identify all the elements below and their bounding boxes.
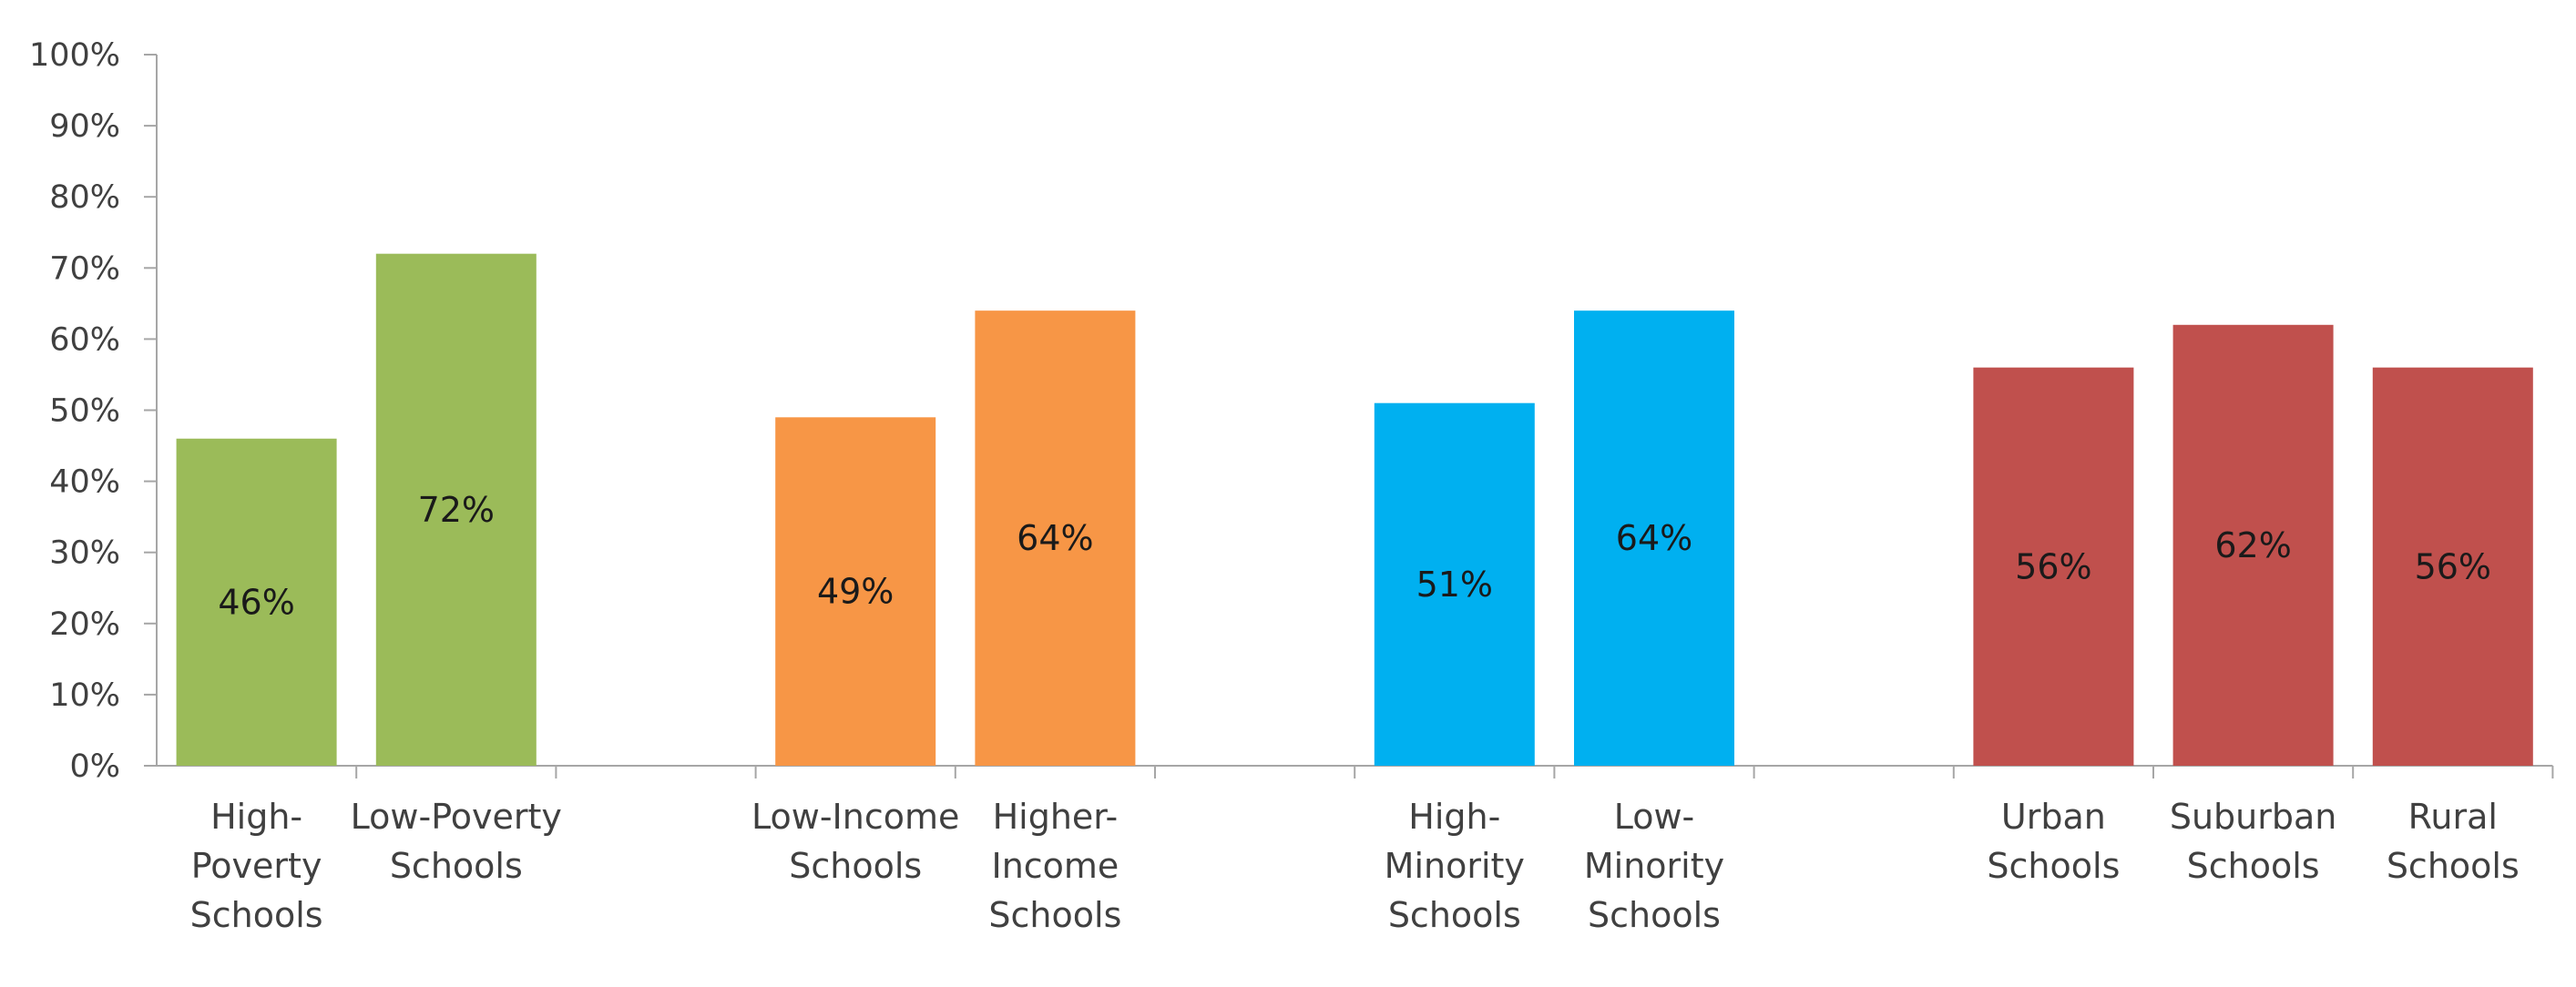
category-label: Low-Minority Schools bbox=[1584, 797, 1724, 935]
data-label: 64% bbox=[1017, 518, 1093, 558]
data-label: 49% bbox=[817, 572, 894, 612]
bar bbox=[2172, 324, 2334, 766]
y-tick-label: 0% bbox=[69, 748, 120, 785]
category-label: High-Poverty Schools bbox=[190, 797, 323, 935]
category-label: Rural Schools bbox=[2387, 797, 2520, 886]
data-label: 62% bbox=[2214, 525, 2291, 565]
value-labels: 46% 72% 49% 64% 51% 64% 56% 62% 56% bbox=[218, 490, 2491, 623]
bar bbox=[176, 438, 337, 766]
category-label: Low-Income Schools bbox=[751, 797, 959, 886]
data-label: 56% bbox=[2415, 546, 2491, 586]
category-label: Low-Poverty Schools bbox=[351, 797, 562, 886]
y-tick-label: 60% bbox=[49, 321, 120, 358]
category-label: Suburban Schools bbox=[2170, 797, 2337, 886]
y-tick-label: 30% bbox=[49, 535, 120, 572]
data-label: 51% bbox=[1416, 565, 1493, 605]
y-tick-label: 70% bbox=[49, 250, 120, 287]
category-label: Higher-Income Schools bbox=[988, 797, 1121, 935]
bar bbox=[975, 310, 1136, 766]
y-tick-label: 20% bbox=[49, 606, 120, 643]
bar bbox=[2372, 367, 2533, 766]
x-axis bbox=[157, 765, 2554, 778]
category-labels: High-Poverty Schools Low-Poverty Schools Low… bbox=[190, 797, 2520, 935]
y-tick-label: 100% bbox=[29, 37, 120, 74]
data-label: 46% bbox=[218, 582, 294, 622]
y-tick-label: 80% bbox=[49, 179, 120, 216]
bar bbox=[375, 253, 537, 766]
bar bbox=[775, 417, 936, 766]
data-label: 72% bbox=[418, 490, 495, 530]
bar bbox=[1374, 402, 1535, 766]
y-tick-label: 10% bbox=[49, 677, 120, 714]
y-tick-label: 90% bbox=[49, 108, 120, 145]
category-label: High-Minority Schools bbox=[1385, 797, 1525, 935]
category-label: Urban Schools bbox=[1987, 797, 2120, 886]
data-label: 56% bbox=[2015, 546, 2091, 586]
y-tick-label: 50% bbox=[49, 393, 120, 430]
bar bbox=[1973, 367, 2134, 766]
bar bbox=[1574, 310, 1734, 766]
bars bbox=[176, 253, 2533, 766]
y-axis: 0% 10% 20% 30% 40% 50% 60% 70% 80% 90% 100% bbox=[29, 37, 158, 785]
y-tick-label: 40% bbox=[49, 464, 120, 501]
data-label: 64% bbox=[1616, 518, 1692, 558]
